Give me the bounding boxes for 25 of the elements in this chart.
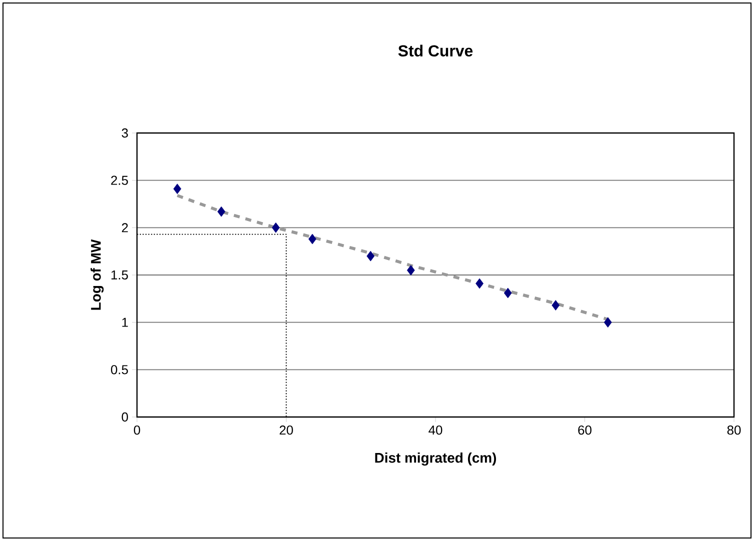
x-tick-label: 60: [578, 426, 592, 435]
x-tick-label: 20: [280, 426, 293, 435]
y-tick-label: 0.5: [110, 365, 128, 374]
point: [476, 278, 484, 289]
point: [504, 288, 512, 298]
chart-title: Std Curve: [398, 44, 473, 56]
point: [604, 317, 612, 328]
y-tick-label: 0: [122, 412, 128, 422]
point: [217, 206, 226, 217]
x-tick-label: 80: [727, 426, 741, 435]
x-tick-label: 40: [428, 426, 442, 435]
y-axis-title: Log of MW: [90, 239, 104, 310]
y-tick-label: 1.5: [111, 270, 128, 280]
point: [173, 184, 182, 194]
point: [272, 222, 280, 233]
x-axis-title: Dist migrated (cm): [375, 452, 496, 466]
y-tick-label: 1: [122, 318, 128, 327]
y-tick-label: 3: [122, 128, 128, 138]
point: [308, 234, 316, 244]
y-tick-label: 2.5: [111, 176, 128, 185]
point: [552, 300, 560, 310]
x-tick-label: 0: [134, 426, 140, 435]
point: [406, 265, 415, 276]
point: [366, 250, 375, 262]
y-tick-label: 2: [122, 223, 128, 232]
